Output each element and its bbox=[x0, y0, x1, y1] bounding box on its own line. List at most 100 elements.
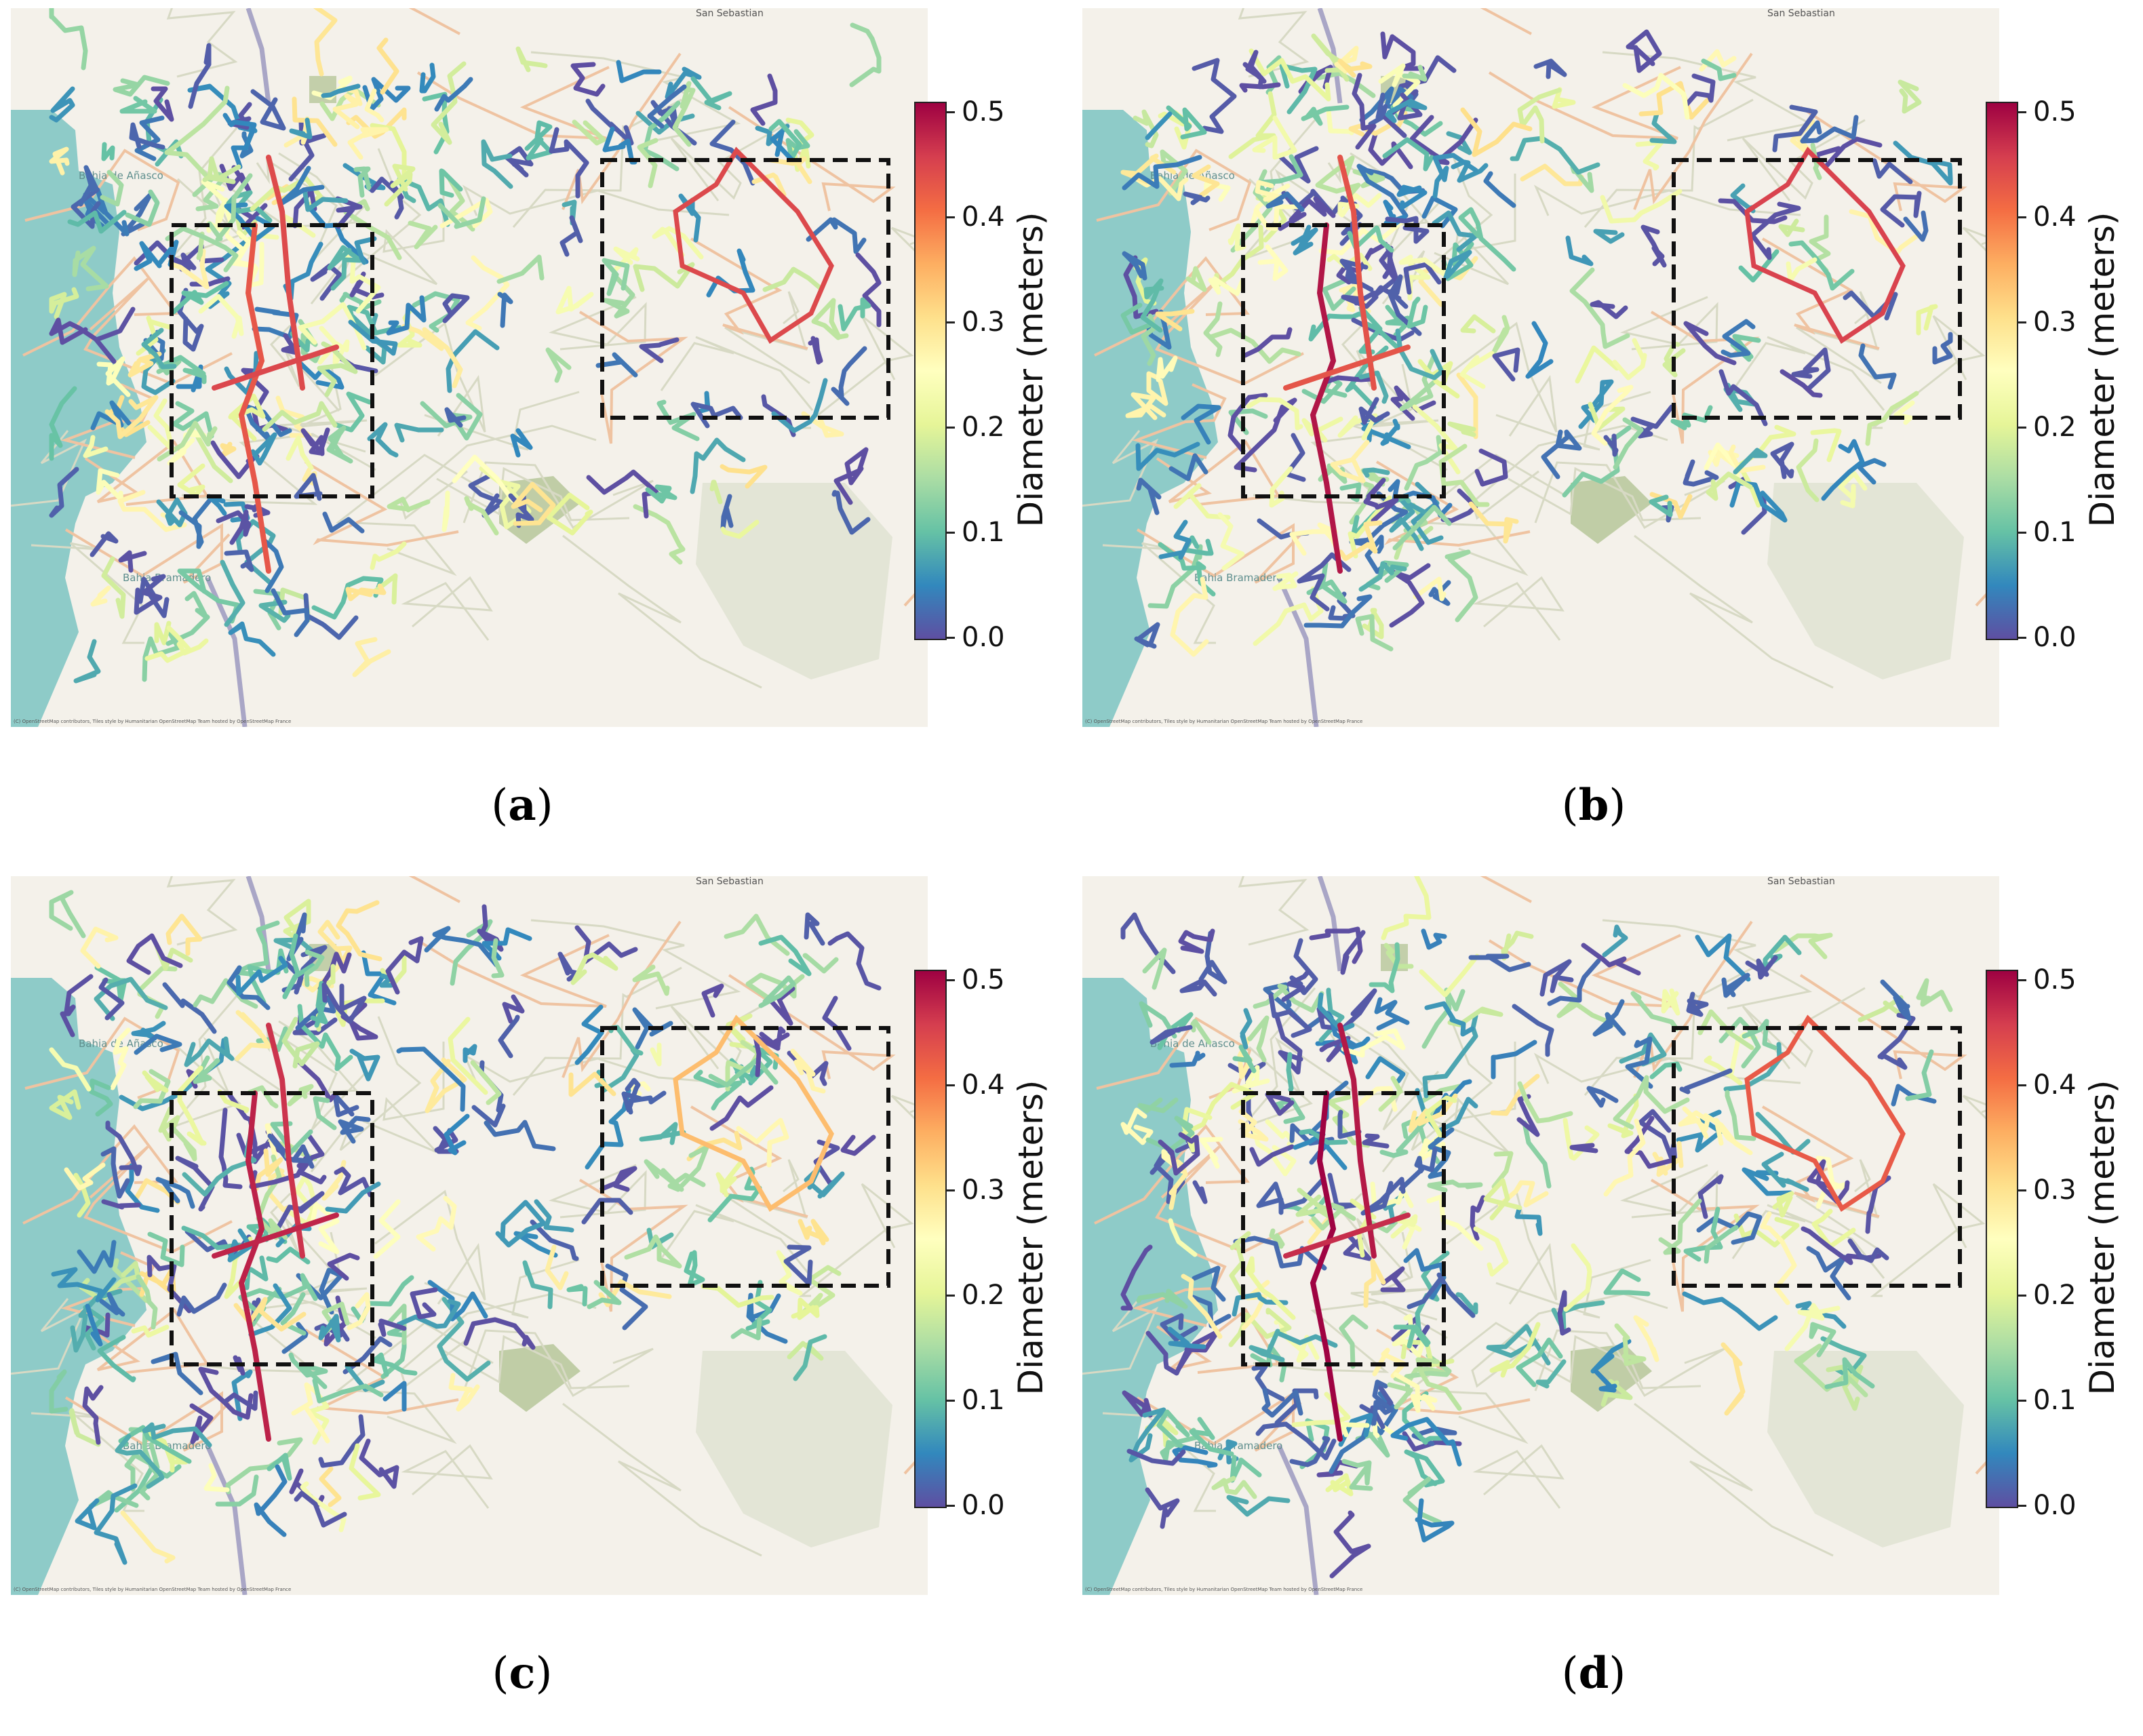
pipe bbox=[1158, 519, 1192, 560]
pipe bbox=[833, 447, 869, 505]
pipe bbox=[1473, 1226, 1509, 1277]
pipe bbox=[1563, 1243, 1592, 1312]
background-road bbox=[166, 876, 238, 946]
pipe bbox=[1415, 1498, 1455, 1543]
pipe bbox=[1139, 1001, 1177, 1039]
focus-box-west bbox=[170, 223, 374, 498]
pipe bbox=[367, 422, 399, 458]
pipe bbox=[1402, 1391, 1446, 1445]
background-road bbox=[463, 1329, 654, 1398]
pipe bbox=[1428, 1127, 1455, 1179]
pipe bbox=[302, 191, 349, 212]
pipe bbox=[220, 559, 245, 627]
pipe bbox=[347, 1292, 371, 1330]
background-road bbox=[11, 430, 87, 507]
pipe bbox=[1229, 1231, 1251, 1296]
background-road bbox=[11, 1298, 87, 1375]
pipe bbox=[1172, 1445, 1218, 1468]
pipe bbox=[1800, 115, 1859, 144]
pipe bbox=[753, 1032, 790, 1078]
pipe bbox=[725, 1040, 761, 1092]
pipe bbox=[1695, 933, 1751, 982]
pipe bbox=[258, 599, 291, 623]
pipe bbox=[1228, 408, 1268, 435]
pipe bbox=[1594, 1369, 1617, 1393]
main-pipe bbox=[673, 1014, 834, 1212]
pipe bbox=[1365, 1056, 1406, 1084]
pipe bbox=[1533, 58, 1567, 79]
main-pipe bbox=[266, 1023, 305, 1259]
pipe bbox=[768, 986, 795, 1026]
pipe bbox=[188, 43, 212, 109]
pipe bbox=[151, 86, 174, 122]
pipe bbox=[408, 220, 438, 250]
background-road bbox=[512, 966, 682, 1096]
pipe bbox=[158, 355, 207, 384]
pipe bbox=[234, 203, 268, 230]
background-road bbox=[31, 1410, 144, 1512]
pipe bbox=[1385, 216, 1430, 244]
pipe bbox=[1438, 443, 1490, 507]
pipe bbox=[632, 1007, 673, 1050]
pipe bbox=[155, 1177, 195, 1209]
background-road bbox=[335, 454, 494, 576]
pipe bbox=[1847, 1238, 1889, 1263]
pipe bbox=[1525, 321, 1554, 379]
pipe bbox=[1120, 302, 1153, 335]
colorbar-tick-label: 0.1 bbox=[962, 517, 1005, 549]
pipe bbox=[595, 352, 638, 378]
pipe bbox=[254, 1464, 288, 1537]
pipe bbox=[1388, 274, 1422, 336]
pipe bbox=[60, 974, 94, 1038]
pipe bbox=[1640, 224, 1667, 268]
pipe bbox=[1147, 544, 1203, 609]
pipe bbox=[1301, 416, 1343, 443]
pipe bbox=[1265, 191, 1305, 212]
pipe bbox=[134, 574, 166, 615]
sea bbox=[11, 110, 146, 727]
pipe bbox=[68, 1408, 101, 1447]
background-road bbox=[1870, 1183, 1986, 1297]
pipe bbox=[1383, 943, 1414, 969]
colorbar-tick bbox=[2017, 427, 2026, 429]
pipe bbox=[1265, 1092, 1295, 1116]
pipe bbox=[1683, 321, 1737, 366]
pipe bbox=[1421, 928, 1447, 950]
pipe bbox=[181, 1225, 242, 1250]
pipe bbox=[1381, 876, 1432, 941]
pipe bbox=[1337, 193, 1382, 218]
pipe bbox=[624, 1234, 682, 1269]
pipe bbox=[1136, 1288, 1188, 1309]
pipe bbox=[378, 1318, 407, 1337]
pipe bbox=[207, 173, 253, 242]
pipe bbox=[1718, 369, 1768, 427]
pipe bbox=[496, 254, 545, 284]
pipe bbox=[112, 1258, 149, 1303]
pipe bbox=[1432, 210, 1478, 252]
pipe bbox=[1820, 1336, 1867, 1383]
pipe bbox=[1261, 1387, 1303, 1418]
pipe bbox=[605, 1263, 648, 1330]
pipe bbox=[1385, 98, 1428, 123]
pipe bbox=[318, 1414, 366, 1468]
background-road bbox=[660, 336, 814, 411]
background-road bbox=[1602, 51, 1813, 142]
pipe bbox=[1649, 494, 1673, 517]
pipe bbox=[1278, 196, 1336, 231]
pipe bbox=[1905, 1049, 1934, 1101]
pipe bbox=[1593, 229, 1625, 244]
pipe bbox=[319, 1466, 342, 1507]
pipe bbox=[840, 1135, 876, 1156]
pipe bbox=[336, 900, 382, 962]
background-road bbox=[374, 321, 486, 437]
pipe bbox=[1661, 988, 1680, 1016]
pipe bbox=[1396, 184, 1428, 210]
pipe bbox=[1491, 1040, 1537, 1080]
pipe bbox=[1916, 978, 1953, 1012]
pipe bbox=[171, 281, 229, 315]
pipe bbox=[376, 37, 399, 95]
pipe bbox=[335, 196, 363, 229]
panel-caption: (a) bbox=[491, 780, 553, 831]
pipe bbox=[397, 176, 450, 227]
pipe bbox=[586, 469, 659, 519]
